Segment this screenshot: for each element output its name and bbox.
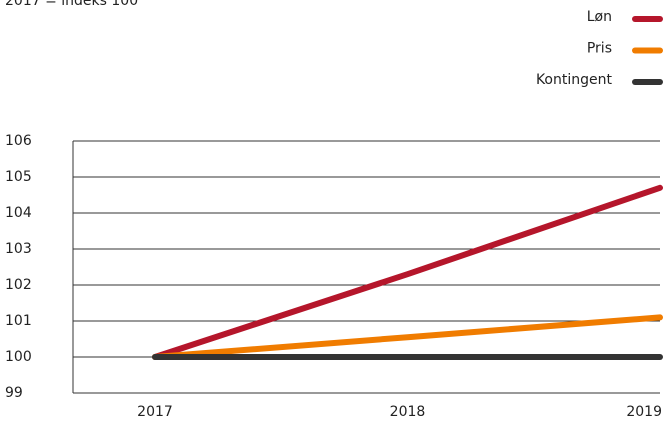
x-tick-label: 2018 [390,404,426,420]
y-tick-label: 99 [5,385,23,401]
y-tick-label: 103 [5,241,32,257]
legend-label: Pris [587,41,612,57]
y-tick-label: 100 [5,349,32,365]
y-tick-label: 101 [5,313,32,329]
y-tick-label: 106 [5,133,32,149]
legend-label: Kontingent [536,72,613,88]
series-line [152,314,663,360]
legend-label: Løn [587,9,612,25]
x-tick-label: 2019 [626,404,662,420]
y-tick-label: 105 [5,169,32,185]
y-tick-label: 102 [5,277,32,293]
y-tick-label: 104 [5,205,32,221]
chart-subtitle: 2017 = indeks 100 [5,0,138,9]
x-tick-label: 2017 [137,404,173,420]
series-line [152,184,663,360]
